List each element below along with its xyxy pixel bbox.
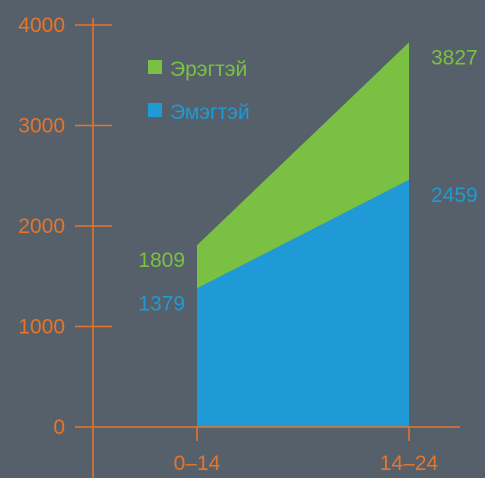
x-tick-label: 0–14 [174,452,221,475]
legend-label-male: Эрэгтэй [170,58,247,81]
y-tick-label: 1000 [18,316,65,339]
data-label-female: 2459 [431,184,478,207]
area-series-male [197,42,409,289]
legend-swatch-female [148,103,162,117]
legend-swatch-male [148,60,162,74]
data-label-male: 1809 [138,249,185,272]
y-tick-label: 4000 [18,14,65,37]
label-layer: 0 1000 2000 3000 4000 0–14 14–24 1809 1379 3827 24… [18,14,477,475]
y-tick-label: 0 [53,416,65,439]
data-label-male: 3827 [431,46,478,69]
area-layer [197,42,409,427]
axes [75,18,460,478]
y-tick-label: 3000 [18,115,65,138]
data-label-female: 1379 [138,292,185,315]
legend: Эрэгтэй Эмэгтэй [148,58,250,124]
x-tick-label: 14–24 [380,452,439,475]
legend-label-female: Эмэгтэй [170,101,250,124]
area-series-female [197,179,409,427]
y-tick-label: 2000 [18,215,65,238]
